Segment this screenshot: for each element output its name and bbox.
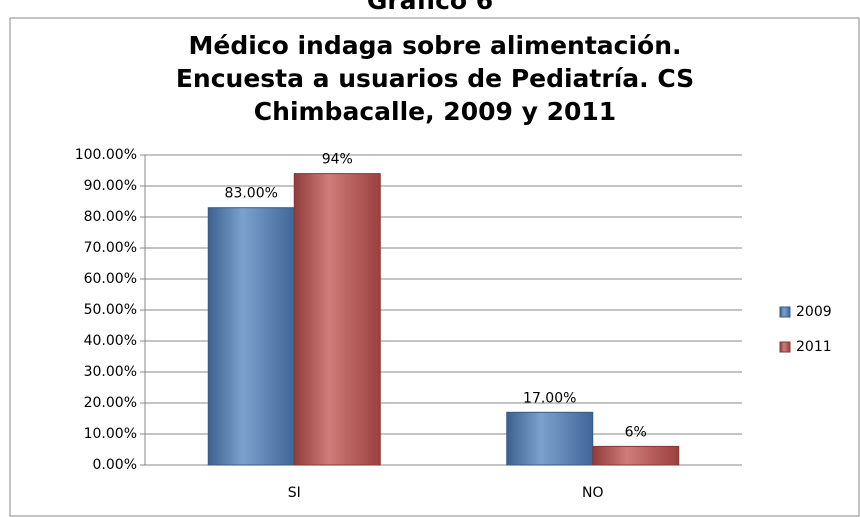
y-tick-label: 70.00% [84,240,137,256]
y-tick-label: 10.00% [84,426,137,442]
y-tick-label: 100.00% [75,147,137,163]
legend-label: 2009 [796,304,832,320]
legend-label: 2011 [796,339,832,355]
legend-swatch [779,306,791,318]
y-tick-label: 40.00% [84,333,137,349]
y-tick-label: 20.00% [84,395,137,411]
value-label: 17.00% [523,390,576,406]
chart-title: Encuesta a usuarios de Pediatría. CS [176,64,694,93]
y-tick-label: 60.00% [84,271,137,287]
chart-title: Chimbacalle, 2009 y 2011 [254,97,616,126]
x-tick-label: SI [288,485,301,501]
x-tick-label: NO [582,485,604,501]
bar [506,411,594,466]
y-tick-label: 30.00% [84,364,137,380]
page-header: Gráfico 6 [367,0,493,15]
bar [207,207,295,466]
y-tick-label: 50.00% [84,302,137,318]
value-label: 94% [322,152,353,168]
bar [592,445,680,466]
chart-title: Médico indaga sobre alimentación. [188,31,681,60]
y-tick-label: 0.00% [93,457,137,473]
value-label: 83.00% [225,186,278,202]
y-tick-label: 90.00% [84,178,137,194]
bar [293,173,381,466]
chart-frame [9,17,860,517]
y-tick-label: 80.00% [84,209,137,225]
value-label: 6% [625,424,647,440]
legend-swatch [779,341,791,353]
